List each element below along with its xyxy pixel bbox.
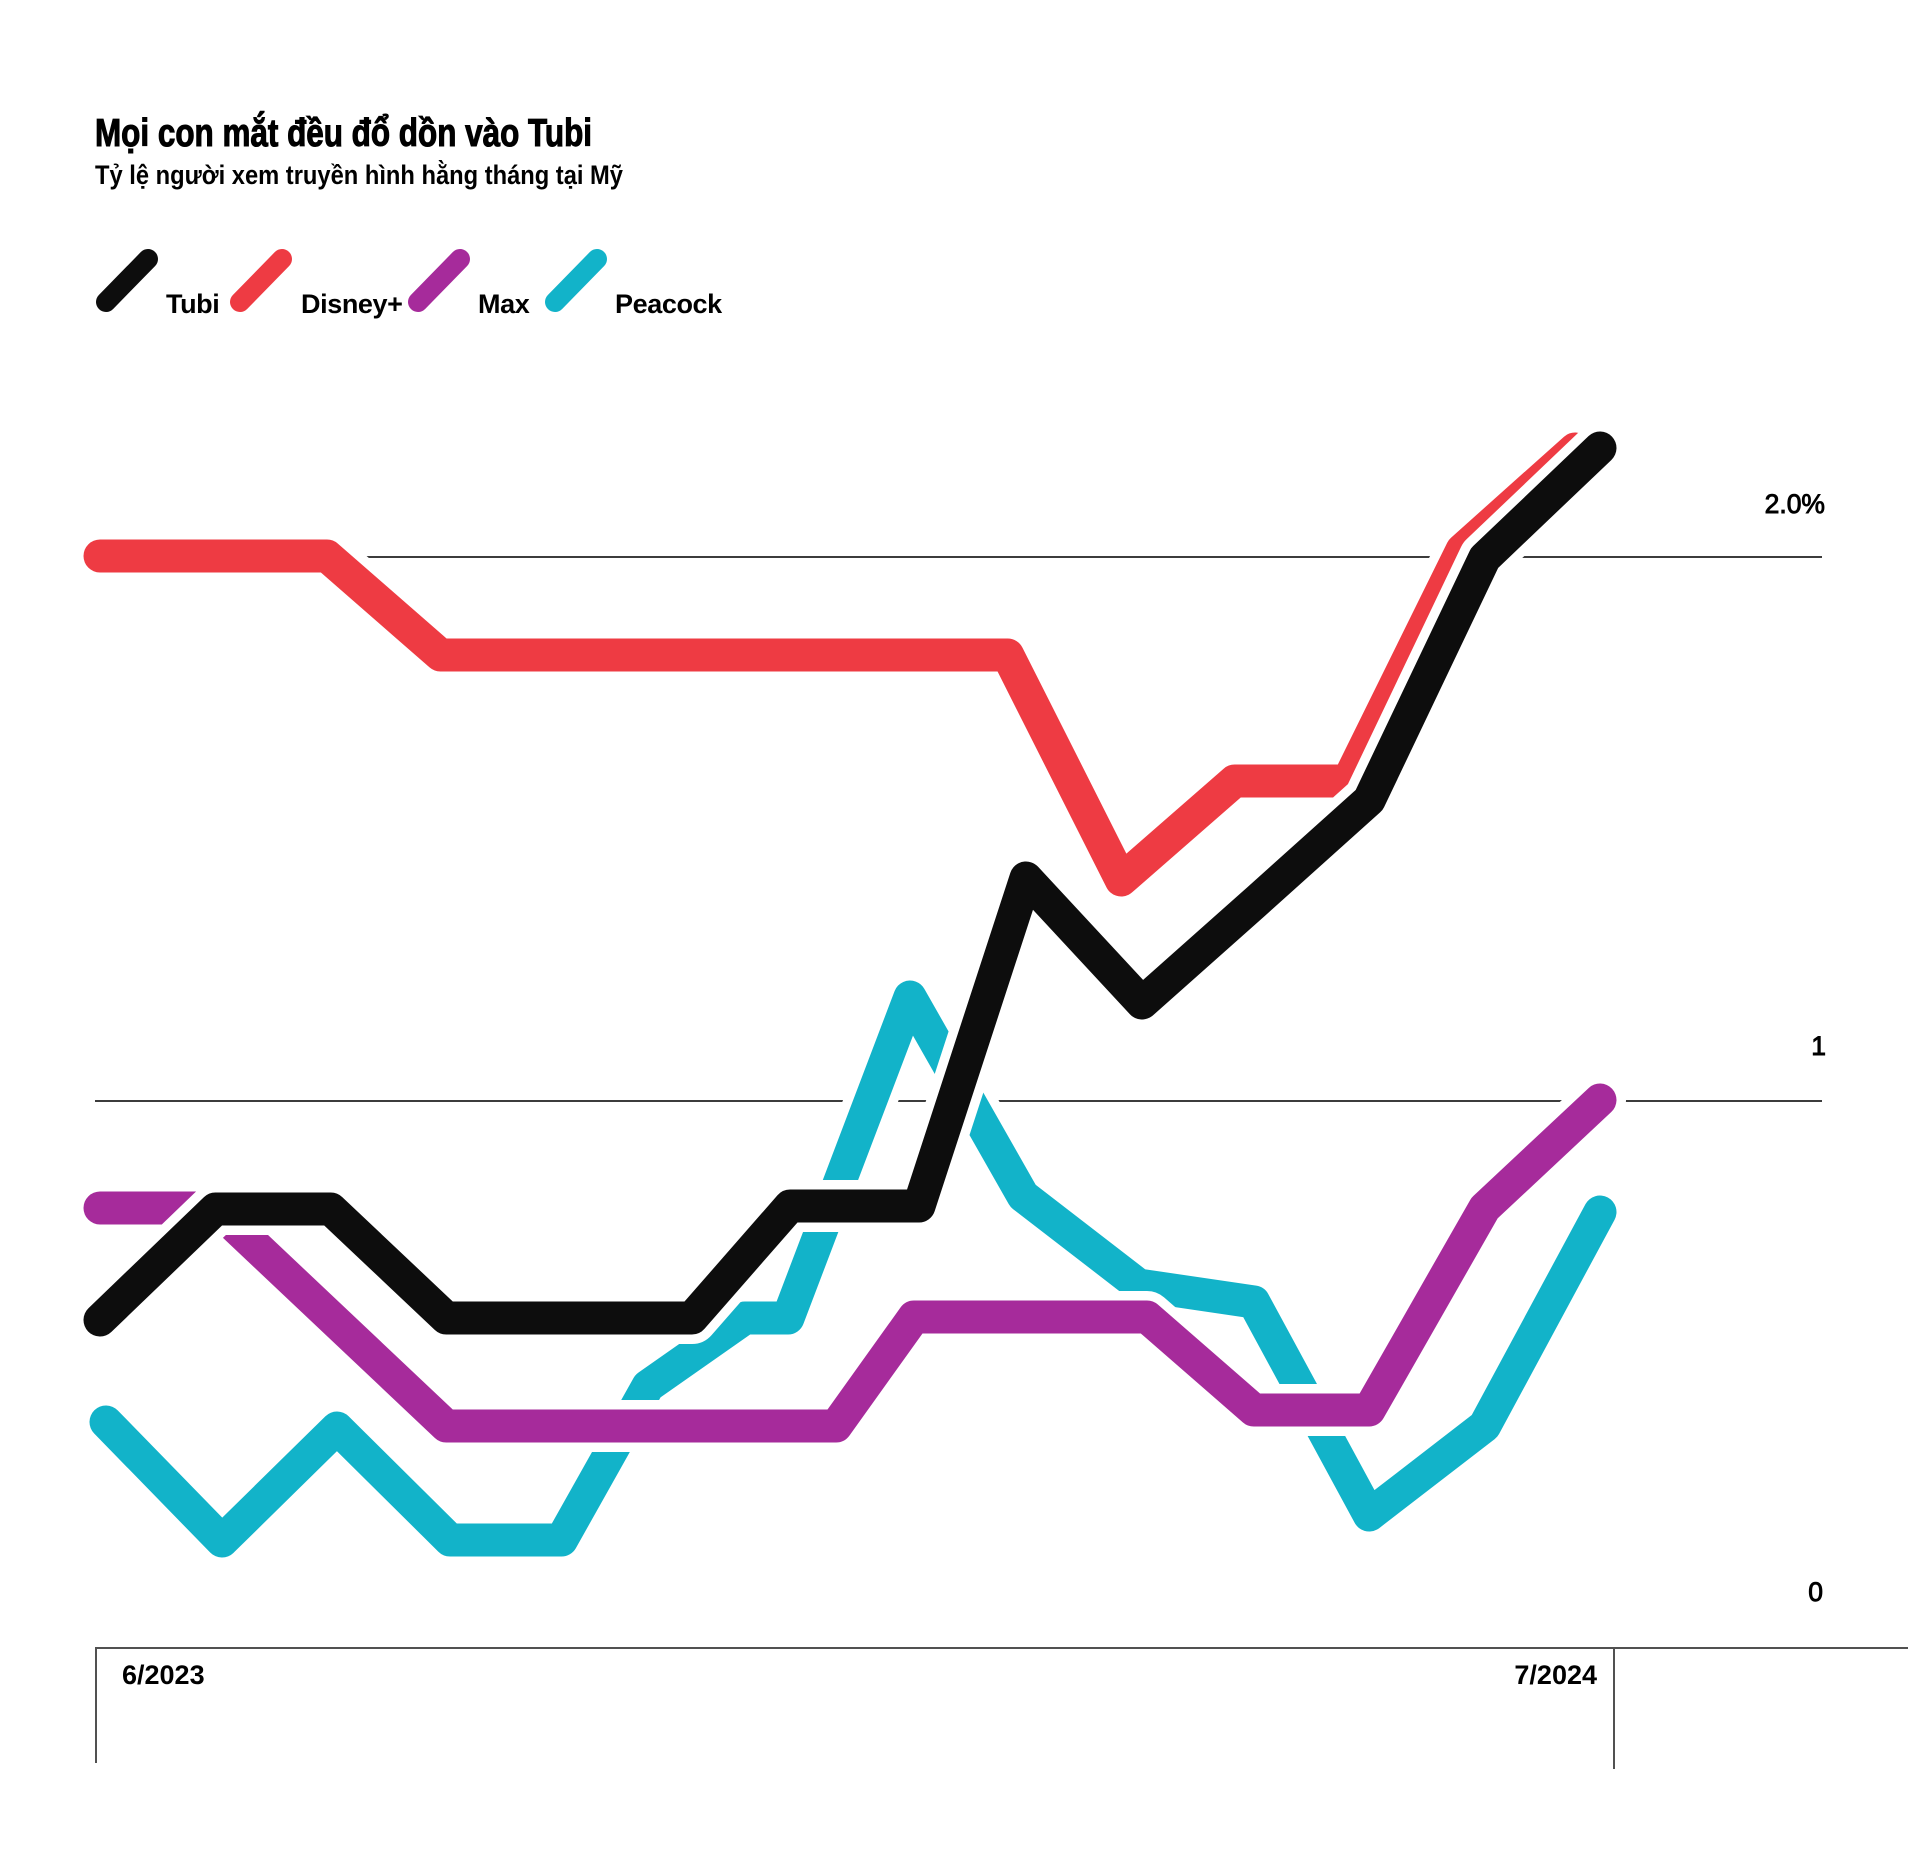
svg-text:Disney+: Disney+ (301, 289, 403, 319)
svg-text:Max: Max (478, 289, 530, 319)
svg-text:6/2023: 6/2023 (122, 1660, 205, 1690)
svg-text:Tỷ lệ người xem truyền hình hằ: Tỷ lệ người xem truyền hình hằng tháng t… (95, 159, 623, 190)
svg-text:2.0%: 2.0% (1765, 489, 1825, 519)
svg-text:Mọi con mắt đều đổ dồn vào Tub: Mọi con mắt đều đổ dồn vào Tubi (95, 111, 592, 155)
svg-text:1: 1 (1811, 1031, 1826, 1061)
svg-text:Tubi: Tubi (166, 289, 219, 319)
svg-text:0: 0 (1808, 1577, 1823, 1607)
svg-text:Peacock: Peacock (615, 289, 723, 319)
svg-text:7/2024: 7/2024 (1514, 1660, 1597, 1690)
